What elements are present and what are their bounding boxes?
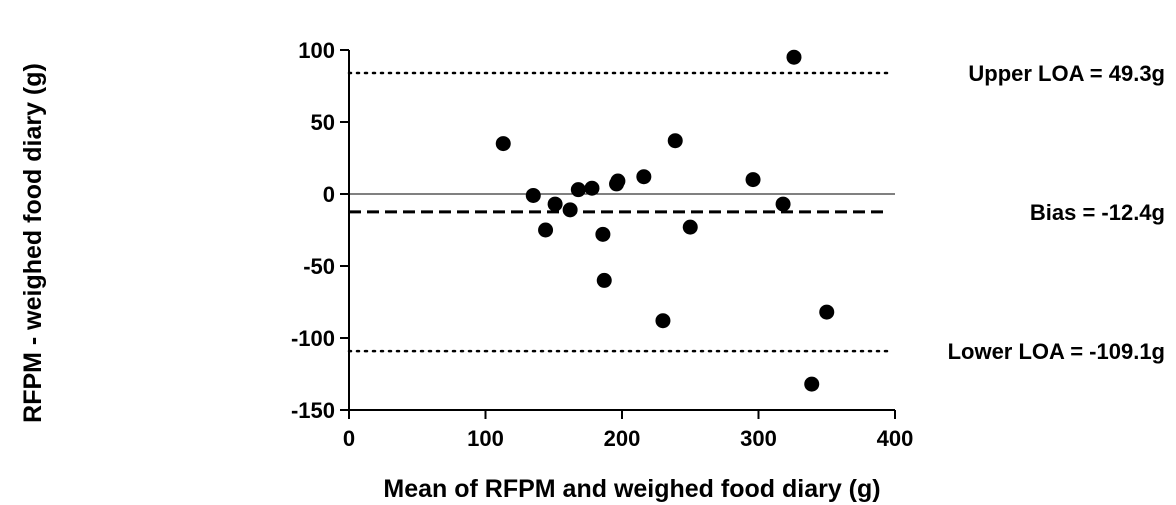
data-point [655,313,671,329]
y-tick-label: 100 [298,38,335,63]
tick-labels: 100 50 0 -50 -100 -150 0 100 200 300 400 [291,38,913,451]
y-tick-label: -50 [303,254,335,279]
axes [340,49,896,419]
y-tick-label: -100 [291,326,335,351]
x-axis-title: Mean of RFPM and weighed food diary (g) [383,475,880,503]
reference-labels: Upper LOA = 49.3g Bias = -12.4g Lower LOA … [948,61,1165,364]
x-tick-label: 200 [604,426,641,451]
reference-line-label: Upper LOA = 49.3g [968,61,1165,86]
data-point [804,376,820,392]
data-point [584,180,600,196]
x-tick-label: 300 [740,426,777,451]
data-point [562,202,578,218]
data-point [547,196,563,212]
y-tick-label: -150 [291,398,335,423]
data-point [786,49,802,65]
reference-lines [347,71,889,353]
data-point [667,133,683,149]
x-tick-label: 100 [467,426,504,451]
data-point [636,169,652,185]
reference-line-label: Bias = -12.4g [1030,200,1165,225]
data-points [495,49,835,392]
data-point [745,172,761,188]
data-point [538,222,554,238]
data-point [819,304,835,320]
data-point [570,182,586,198]
x-tick-label: 400 [877,426,914,451]
data-point [595,226,611,242]
data-point [495,136,511,152]
data-point [682,219,698,235]
data-point [775,196,791,212]
reference-line-label: Lower LOA = -109.1g [948,339,1165,364]
x-tick-label: 0 [343,426,355,451]
y-tick-label: 50 [311,110,335,135]
y-tick-label: 0 [323,182,335,207]
y-axis-title: RFPM - weighed food diary (g) [19,63,47,423]
data-point [610,173,626,189]
data-point [596,272,612,288]
data-point [525,187,541,203]
